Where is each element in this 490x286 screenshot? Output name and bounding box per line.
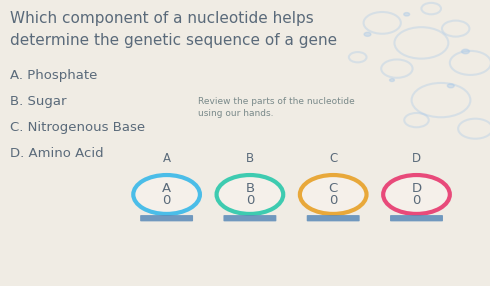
Text: B: B <box>246 152 254 165</box>
Text: C: C <box>329 182 338 195</box>
Text: Review the parts of the nucleotide
using our hands.: Review the parts of the nucleotide using… <box>198 96 355 118</box>
Circle shape <box>133 175 200 214</box>
FancyBboxPatch shape <box>390 215 443 221</box>
Circle shape <box>300 175 367 214</box>
Text: B. Sugar: B. Sugar <box>10 95 66 108</box>
Text: 0: 0 <box>162 194 171 207</box>
Circle shape <box>462 49 469 54</box>
Text: 0: 0 <box>329 194 338 207</box>
Circle shape <box>364 32 371 36</box>
FancyBboxPatch shape <box>307 215 360 221</box>
Text: D. Amino Acid: D. Amino Acid <box>10 146 103 160</box>
Text: A: A <box>162 182 171 195</box>
Text: A. Phosphate: A. Phosphate <box>10 69 97 82</box>
Circle shape <box>447 84 454 88</box>
Circle shape <box>390 79 394 82</box>
Text: Which component of a nucleotide helps: Which component of a nucleotide helps <box>10 11 314 26</box>
Text: determine the genetic sequence of a gene: determine the genetic sequence of a gene <box>10 33 337 48</box>
Text: A: A <box>163 152 171 165</box>
Text: C. Nitrogenous Base: C. Nitrogenous Base <box>10 121 145 134</box>
FancyBboxPatch shape <box>140 215 193 221</box>
Text: C: C <box>329 152 337 165</box>
Text: D: D <box>412 152 421 165</box>
FancyBboxPatch shape <box>223 215 276 221</box>
Circle shape <box>404 13 410 16</box>
Circle shape <box>383 175 450 214</box>
Circle shape <box>217 175 283 214</box>
Text: B: B <box>245 182 254 195</box>
Text: D: D <box>412 182 421 195</box>
Text: 0: 0 <box>412 194 421 207</box>
Text: 0: 0 <box>245 194 254 207</box>
